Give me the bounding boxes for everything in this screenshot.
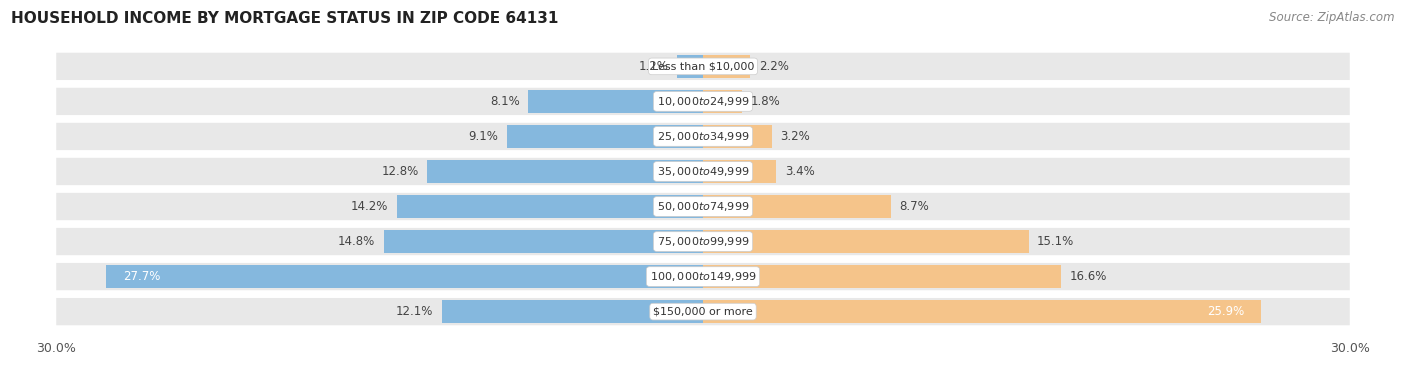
Bar (678, 55, 703, 78)
Text: 9.1%: 9.1% (468, 130, 498, 143)
FancyBboxPatch shape (56, 263, 1350, 290)
Bar (703, 90, 742, 113)
Bar (506, 125, 703, 148)
Text: 3.4%: 3.4% (785, 165, 814, 178)
Text: 3.2%: 3.2% (780, 130, 810, 143)
Text: $100,000 to $149,999: $100,000 to $149,999 (650, 270, 756, 283)
FancyBboxPatch shape (56, 53, 1350, 80)
Bar (703, 160, 776, 183)
Bar (105, 265, 703, 288)
Text: 1.2%: 1.2% (638, 60, 668, 73)
Text: 12.8%: 12.8% (381, 165, 419, 178)
Text: HOUSEHOLD INCOME BY MORTGAGE STATUS IN ZIP CODE 64131: HOUSEHOLD INCOME BY MORTGAGE STATUS IN Z… (11, 11, 558, 26)
FancyBboxPatch shape (56, 193, 1350, 220)
FancyBboxPatch shape (56, 158, 1350, 185)
Bar (703, 125, 772, 148)
Text: $150,000 or more: $150,000 or more (654, 307, 752, 317)
Text: 15.1%: 15.1% (1038, 235, 1074, 248)
Bar (529, 90, 703, 113)
Bar (396, 195, 703, 218)
FancyBboxPatch shape (56, 298, 1350, 325)
Bar (427, 160, 703, 183)
Text: $50,000 to $74,999: $50,000 to $74,999 (657, 200, 749, 213)
FancyBboxPatch shape (56, 88, 1350, 115)
Bar (703, 230, 1029, 253)
Text: 2.2%: 2.2% (759, 60, 789, 73)
Text: 12.1%: 12.1% (396, 305, 433, 318)
Text: $75,000 to $99,999: $75,000 to $99,999 (657, 235, 749, 248)
Text: 14.8%: 14.8% (337, 235, 375, 248)
Bar (441, 300, 703, 323)
Bar (703, 195, 890, 218)
Text: $35,000 to $49,999: $35,000 to $49,999 (657, 165, 749, 178)
Text: 25.9%: 25.9% (1206, 305, 1244, 318)
FancyBboxPatch shape (56, 123, 1350, 150)
Text: 14.2%: 14.2% (352, 200, 388, 213)
Text: 16.6%: 16.6% (1070, 270, 1107, 283)
Text: 1.8%: 1.8% (751, 95, 780, 108)
Text: 27.7%: 27.7% (124, 270, 160, 283)
FancyBboxPatch shape (56, 228, 1350, 255)
Text: 8.1%: 8.1% (491, 95, 520, 108)
Bar (703, 265, 1062, 288)
Bar (384, 230, 703, 253)
Text: Source: ZipAtlas.com: Source: ZipAtlas.com (1270, 11, 1395, 24)
Text: Less than $10,000: Less than $10,000 (652, 61, 754, 71)
Text: $25,000 to $34,999: $25,000 to $34,999 (657, 130, 749, 143)
Bar (703, 55, 751, 78)
Bar (703, 300, 1261, 323)
Text: $10,000 to $24,999: $10,000 to $24,999 (657, 95, 749, 108)
Text: 8.7%: 8.7% (900, 200, 929, 213)
